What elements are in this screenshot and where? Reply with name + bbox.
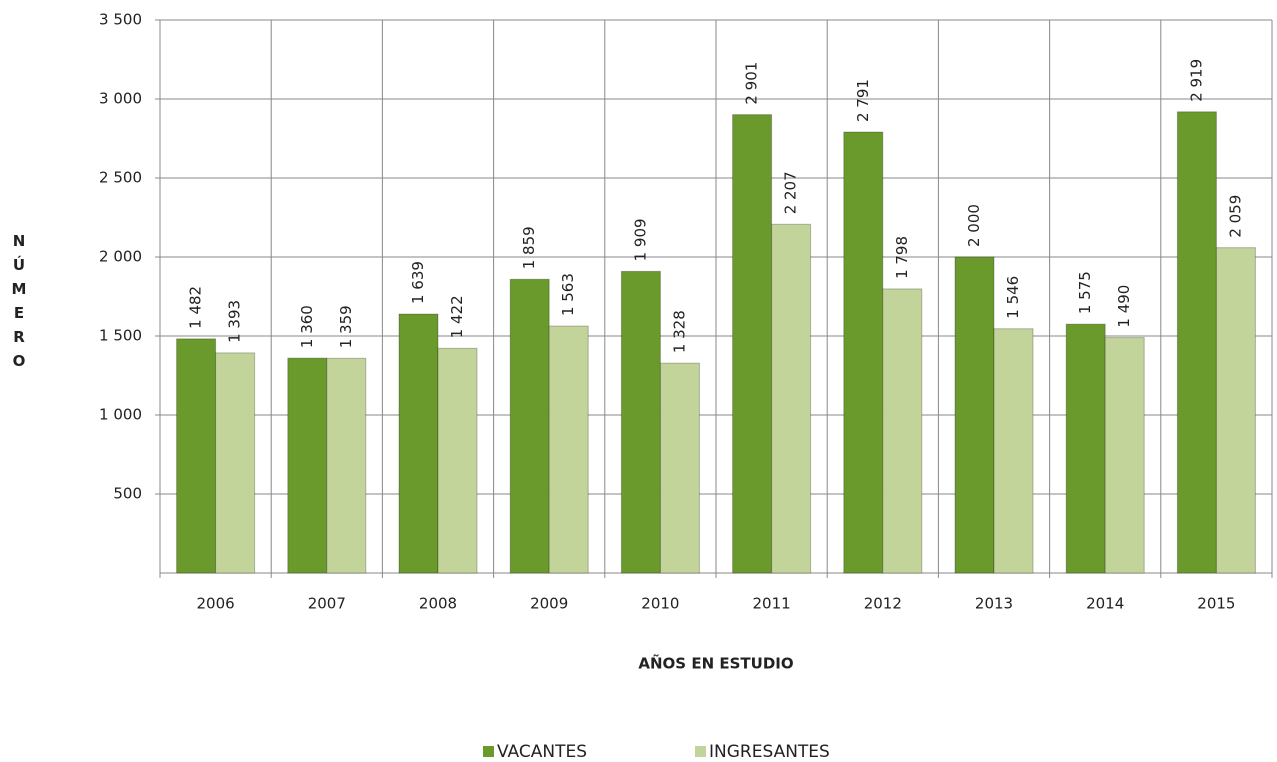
y-tick-label: 2 000 xyxy=(99,248,142,266)
bar xyxy=(1176,111,1217,574)
data-label: 1 360 xyxy=(298,305,316,348)
data-label: 1 639 xyxy=(409,261,427,304)
data-label: 1 575 xyxy=(1076,271,1094,314)
data-label: 1 546 xyxy=(1004,276,1022,319)
bar xyxy=(1065,323,1106,574)
bar xyxy=(437,347,478,574)
data-label: 1 482 xyxy=(187,286,205,329)
y-tick-label: 2 500 xyxy=(99,169,142,187)
bar xyxy=(843,131,884,574)
y-tick-label: 500 xyxy=(113,485,142,503)
data-label: 2 207 xyxy=(782,171,800,214)
legend-label: INGRESANTES xyxy=(709,742,830,762)
legend-swatch xyxy=(483,746,494,757)
data-label: 2 919 xyxy=(1187,59,1205,102)
x-tick-label: 2010 xyxy=(641,595,679,613)
data-label: 1 490 xyxy=(1115,285,1133,328)
legend-swatch xyxy=(695,746,706,757)
x-tick-label: 2006 xyxy=(197,595,235,613)
x-tick-label: 2008 xyxy=(419,595,457,613)
data-label: 1 359 xyxy=(337,305,355,348)
data-label: 1 859 xyxy=(520,226,538,269)
bar xyxy=(882,288,923,574)
x-axis-label: AÑOS EN ESTUDIO xyxy=(638,654,793,673)
x-tick-label: 2014 xyxy=(1086,595,1124,613)
data-label: 2 059 xyxy=(1226,195,1244,238)
bar xyxy=(993,328,1034,574)
data-label: 1 422 xyxy=(448,295,466,338)
y-axis-label: NÚMERO xyxy=(10,232,28,376)
x-tick-label: 2011 xyxy=(753,595,791,613)
bar xyxy=(326,357,367,574)
data-label: 2 000 xyxy=(965,204,983,247)
bar xyxy=(659,362,700,574)
x-tick-label: 2007 xyxy=(308,595,346,613)
x-tick-label: 2015 xyxy=(1197,595,1235,613)
bar xyxy=(287,357,328,574)
y-tick-label: 1 500 xyxy=(99,327,142,345)
data-label: 2 791 xyxy=(854,79,872,122)
data-label: 1 563 xyxy=(559,273,577,316)
data-label: 1 393 xyxy=(226,300,244,343)
data-label: 1 328 xyxy=(670,310,688,353)
y-tick-label: 1 000 xyxy=(99,406,142,424)
bar xyxy=(771,223,812,574)
y-tick-label: 3 000 xyxy=(99,90,142,108)
bar xyxy=(732,114,773,574)
bar xyxy=(215,352,256,574)
bar xyxy=(548,325,589,574)
bar xyxy=(954,256,995,574)
x-tick-label: 2009 xyxy=(530,595,568,613)
bar xyxy=(1104,337,1145,574)
data-label: 1 909 xyxy=(631,218,649,261)
legend-label: VACANTES xyxy=(497,742,587,762)
data-label: 1 798 xyxy=(893,236,911,279)
data-label: 2 901 xyxy=(743,62,761,105)
bar xyxy=(398,313,439,574)
bar xyxy=(1215,247,1256,574)
bar xyxy=(620,270,661,574)
x-tick-label: 2013 xyxy=(975,595,1013,613)
y-tick-label: 3 500 xyxy=(99,11,142,29)
x-tick-label: 2012 xyxy=(864,595,902,613)
bar xyxy=(176,338,217,574)
bar xyxy=(509,278,550,574)
